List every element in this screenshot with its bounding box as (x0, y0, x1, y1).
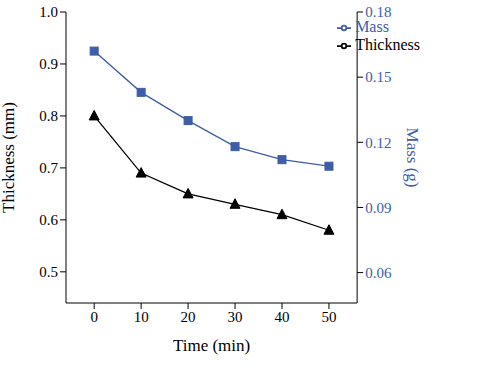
svg-text:1.0: 1.0 (39, 4, 58, 20)
svg-text:30: 30 (228, 309, 243, 325)
svg-text:0.18: 0.18 (365, 4, 391, 20)
svg-text:0: 0 (90, 309, 98, 325)
svg-text:20: 20 (181, 309, 196, 325)
svg-text:40: 40 (274, 309, 289, 325)
svg-text:0.15: 0.15 (365, 69, 391, 85)
svg-text:0.8: 0.8 (39, 108, 58, 124)
svg-text:0.9: 0.9 (39, 56, 58, 72)
svg-text:0.6: 0.6 (39, 212, 58, 228)
svg-text:0.06: 0.06 (365, 265, 392, 281)
html-text:Mass: Mass (355, 18, 389, 35)
svg-text:0.12: 0.12 (365, 135, 391, 151)
svg-text:Time (min): Time (min) (173, 336, 250, 355)
svg-text:Mass (g): Mass (g) (403, 128, 422, 188)
svg-text:0.7: 0.7 (39, 160, 58, 176)
svg-text:10: 10 (134, 309, 149, 325)
svg-text:0.5: 0.5 (39, 264, 58, 280)
svg-text:0.09: 0.09 (365, 200, 391, 216)
svg-text:Thickness (mm): Thickness (mm) (8, 102, 18, 213)
html-text:Thickness: Thickness (355, 36, 420, 53)
svg-text:50: 50 (321, 309, 336, 325)
